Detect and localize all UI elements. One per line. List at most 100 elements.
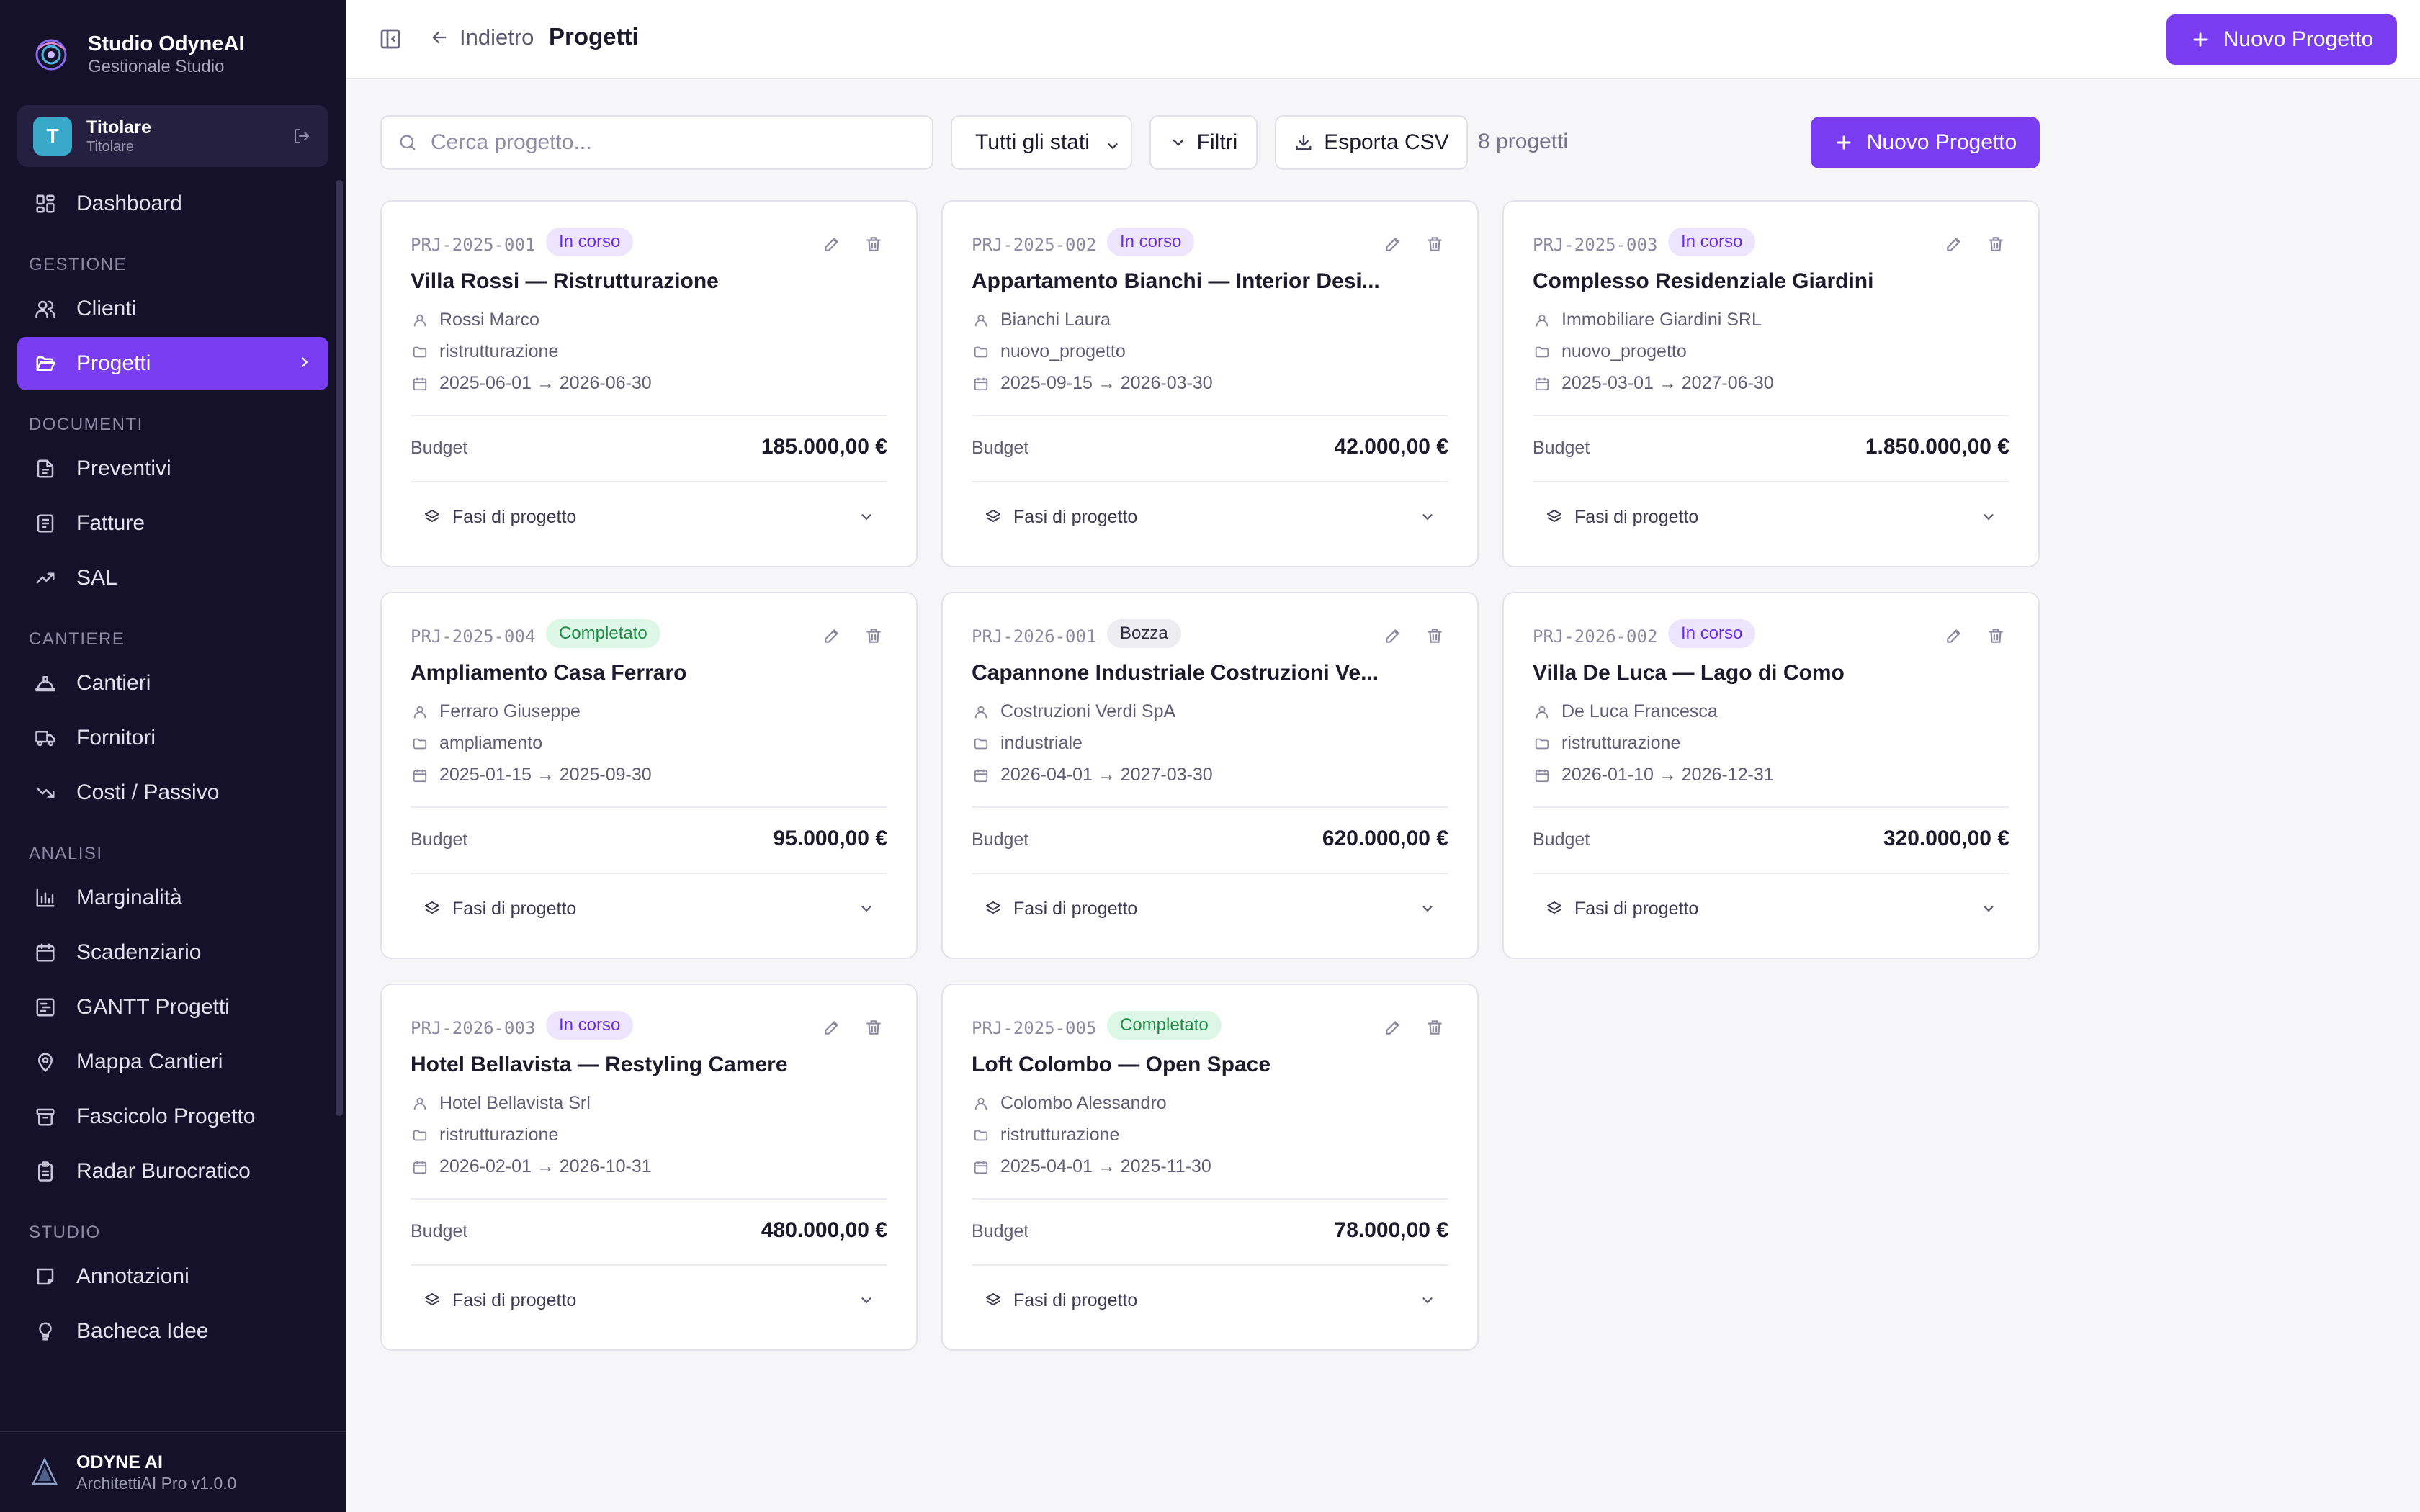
sidebar-item-radar[interactable]: Radar Burocratico [17, 1145, 328, 1198]
trash-icon[interactable] [1985, 233, 2007, 255]
sidebar-item-bacheca[interactable]: Bacheca Idee [17, 1305, 328, 1358]
trash-icon[interactable] [1424, 233, 1446, 255]
phases-label: Fasi di progetto [452, 506, 577, 527]
trash-icon[interactable] [1985, 625, 2007, 647]
phases-toggle[interactable]: Fasi di progetto [1544, 887, 1996, 930]
trash-icon[interactable] [863, 625, 884, 647]
edit-icon[interactable] [1382, 233, 1404, 255]
dashboard-icon [33, 192, 58, 216]
sidebar-item-fatture[interactable]: Fatture [17, 497, 328, 550]
project-card[interactable]: PRJ-2025-004 Completato Ampliamento Casa… [380, 592, 918, 959]
calendar-icon [1533, 766, 1551, 785]
project-title[interactable]: Hotel Bellavista — Restyling Camere [411, 1053, 788, 1076]
search-box[interactable] [380, 115, 933, 170]
brand[interactable]: Studio OdyneAI Gestionale Studio [30, 32, 245, 78]
sidebar-item-cantieri[interactable]: Cantieri [17, 657, 328, 710]
edit-icon[interactable] [1382, 1017, 1404, 1038]
export-csv-button[interactable]: Esporta CSV [1275, 115, 1468, 170]
sidebar-scrollbar[interactable] [336, 180, 343, 1116]
sidebar-item-label: Mappa Cantieri [76, 1050, 223, 1074]
calendar-icon [411, 766, 429, 785]
status-select-value: Tutti gli stati [975, 130, 1090, 154]
phases-label: Fasi di progetto [452, 898, 577, 919]
project-card[interactable]: PRJ-2025-001 In corso Villa Rossi — Rist… [380, 200, 918, 567]
chevron-down-icon [1105, 135, 1121, 160]
phases-toggle[interactable]: Fasi di progetto [422, 495, 874, 539]
project-title[interactable]: Appartamento Bianchi — Interior Desi... [972, 269, 1380, 293]
search-input[interactable] [431, 130, 920, 155]
user-card[interactable]: T Titolare Titolare [17, 105, 328, 167]
project-card[interactable]: PRJ-2025-003 In corso Complesso Residenz… [1502, 200, 2040, 567]
sidebar-item-progetti[interactable]: Progetti [17, 337, 328, 390]
phases-toggle[interactable]: Fasi di progetto [422, 1279, 874, 1322]
project-title[interactable]: Villa Rossi — Ristrutturazione [411, 269, 719, 293]
new-project-button[interactable]: Nuovo Progetto [1811, 117, 2040, 168]
footer-version: ArchitettiAI Pro v1.0.0 [76, 1473, 237, 1493]
budget-value: 42.000,00 € [1334, 435, 1448, 459]
sidebar-item-gantt[interactable]: GANTT Progetti [17, 981, 328, 1034]
user-icon [1533, 703, 1551, 721]
phases-toggle[interactable]: Fasi di progetto [983, 495, 1435, 539]
sidebar-item-fornitori[interactable]: Fornitori [17, 711, 328, 765]
folder-icon [1533, 343, 1551, 361]
project-title[interactable]: Loft Colombo — Open Space [972, 1053, 1271, 1076]
phases-toggle[interactable]: Fasi di progetto [983, 887, 1435, 930]
sidebar-item-mappa[interactable]: Mappa Cantieri [17, 1035, 328, 1089]
edit-icon[interactable] [1382, 625, 1404, 647]
project-title[interactable]: Ampliamento Casa Ferraro [411, 661, 687, 685]
trash-icon[interactable] [863, 233, 884, 255]
sidebar-item-clienti[interactable]: Clienti [17, 282, 328, 336]
chevron-down-icon [859, 509, 874, 525]
trash-icon[interactable] [863, 1017, 884, 1038]
sidebar-item-label: Marginalità [76, 886, 182, 909]
edit-icon[interactable] [821, 1017, 843, 1038]
project-dates: 2025-09-15 → 2026-03-30 [972, 373, 1213, 394]
edit-icon[interactable] [1943, 625, 1965, 647]
section-gestione: GESTIONE [29, 255, 127, 274]
type-name: nuovo_progetto [1000, 341, 1126, 361]
edit-icon[interactable] [821, 625, 843, 647]
sidebar-item-scadenziario[interactable]: Scadenziario [17, 926, 328, 979]
project-title[interactable]: Capannone Industriale Costruzioni Ve... [972, 661, 1379, 685]
project-code: PRJ-2026-002 [1533, 626, 1658, 647]
new-project-button-header[interactable]: Nuovo Progetto [2166, 14, 2397, 65]
project-card[interactable]: PRJ-2026-003 In corso Hotel Bellavista —… [380, 984, 918, 1351]
filters-button[interactable]: Filtri [1150, 115, 1258, 170]
sidebar-item-dashboard[interactable]: Dashboard [17, 177, 328, 230]
sidebar-item-annotazioni[interactable]: Annotazioni [17, 1250, 328, 1303]
phases-toggle[interactable]: Fasi di progetto [1544, 495, 1996, 539]
folder-icon [1533, 734, 1551, 753]
phases-toggle[interactable]: Fasi di progetto [422, 887, 874, 930]
trending-down-icon [33, 780, 58, 805]
card-actions [1923, 233, 2007, 255]
trash-icon[interactable] [1424, 1017, 1446, 1038]
project-title[interactable]: Complesso Residenziale Giardini [1533, 269, 1874, 293]
budget-value: 78.000,00 € [1334, 1218, 1448, 1242]
divider [972, 806, 1448, 808]
sidebar-toggle-icon[interactable] [377, 26, 403, 52]
sidebar-item-preventivi[interactable]: Preventivi [17, 442, 328, 495]
logout-icon[interactable] [291, 125, 313, 147]
sidebar-item-costi[interactable]: Costi / Passivo [17, 766, 328, 819]
sidebar-item-fascicolo[interactable]: Fascicolo Progetto [17, 1090, 328, 1143]
phases-toggle[interactable]: Fasi di progetto [983, 1279, 1435, 1322]
project-card[interactable]: PRJ-2026-001 Bozza Capannone Industriale… [941, 592, 1479, 959]
back-button[interactable]: Indietro [429, 24, 534, 50]
sidebar-item-sal[interactable]: SAL [17, 552, 328, 605]
divider [1533, 415, 2009, 416]
divider [972, 873, 1448, 874]
project-card[interactable]: PRJ-2026-002 In corso Villa De Luca — La… [1502, 592, 2040, 959]
date-range: 2026-02-01 → 2026-10-31 [439, 1156, 652, 1176]
sidebar-item-marginalita[interactable]: Marginalità [17, 871, 328, 924]
project-card[interactable]: PRJ-2025-002 In corso Appartamento Bianc… [941, 200, 1479, 567]
status-select[interactable]: Tutti gli stati [951, 115, 1132, 170]
trash-icon[interactable] [1424, 625, 1446, 647]
folder-icon [411, 1126, 429, 1145]
project-card[interactable]: PRJ-2025-005 Completato Loft Colombo — O… [941, 984, 1479, 1351]
chevron-down-icon [1420, 901, 1435, 917]
edit-icon[interactable] [821, 233, 843, 255]
project-title[interactable]: Villa De Luca — Lago di Como [1533, 661, 1845, 685]
calendar-icon [411, 1158, 429, 1176]
edit-icon[interactable] [1943, 233, 1965, 255]
user-icon [972, 311, 990, 330]
